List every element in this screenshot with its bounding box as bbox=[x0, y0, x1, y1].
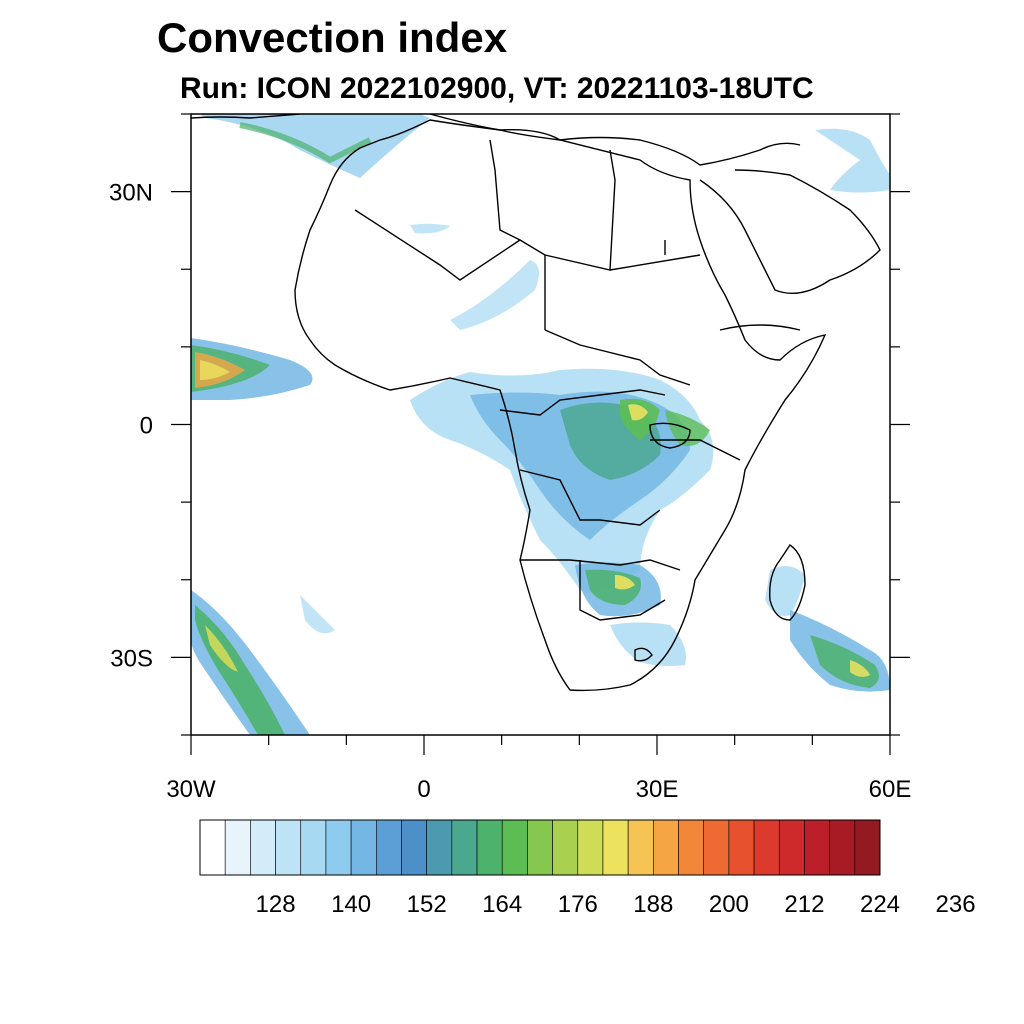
colorbar-label: 188 bbox=[633, 891, 673, 918]
colorbar-swatch bbox=[451, 819, 478, 876]
colorbar-label: 164 bbox=[482, 891, 522, 918]
lon-tick-label: 30W bbox=[166, 776, 216, 803]
colorbar-swatch bbox=[199, 819, 226, 876]
colorbar bbox=[199, 819, 881, 876]
colorbar-swatch bbox=[325, 819, 352, 876]
colorbar-swatch bbox=[804, 819, 830, 876]
lon-tick-label: 60E bbox=[869, 776, 912, 803]
lat-tick-label: 0 bbox=[140, 413, 153, 440]
colorbar-swatch bbox=[501, 819, 528, 876]
colorbar-swatch bbox=[224, 819, 251, 876]
colorbar-swatch bbox=[527, 819, 553, 876]
lat-tick-label: 30N bbox=[109, 180, 153, 207]
colorbar-swatch bbox=[300, 819, 327, 876]
colorbar-labels: 128 140 152 164 176 188 200 212 224 236 bbox=[256, 891, 976, 918]
colorbar-label: 236 bbox=[936, 891, 976, 918]
colorbar-swatch bbox=[829, 819, 856, 876]
colorbar-swatch bbox=[552, 819, 579, 876]
colorbar-label: 200 bbox=[709, 891, 749, 918]
colorbar-label: 176 bbox=[558, 891, 598, 918]
axis-ticks bbox=[171, 113, 910, 755]
colorbar-label: 224 bbox=[860, 891, 900, 918]
colorbar-swatch bbox=[728, 819, 755, 876]
colorbar-swatch bbox=[602, 819, 629, 876]
lon-tick-label: 30E bbox=[636, 776, 679, 803]
colorbar-swatch bbox=[275, 819, 302, 876]
colorbar-swatch bbox=[653, 819, 679, 876]
convection-field bbox=[191, 114, 890, 735]
axis-tick-labels: 30W 0 30E 60E 30N 0 30S bbox=[109, 180, 911, 803]
colorbar-swatch bbox=[703, 819, 730, 876]
country-boundaries bbox=[191, 114, 881, 692]
colorbar-label: 140 bbox=[331, 891, 371, 918]
colorbar-swatch bbox=[854, 819, 881, 876]
colorbar-swatch bbox=[678, 819, 705, 876]
colorbar-swatch bbox=[577, 819, 604, 876]
lon-tick-label: 0 bbox=[417, 776, 430, 803]
colorbar-label: 128 bbox=[256, 891, 296, 918]
colorbar-swatch bbox=[375, 819, 402, 876]
map-title: Convection index bbox=[157, 14, 508, 61]
lat-tick-label: 30S bbox=[110, 645, 153, 672]
colorbar-swatch bbox=[426, 819, 453, 876]
colorbar-swatch bbox=[401, 819, 427, 876]
colorbar-swatch bbox=[250, 819, 276, 876]
colorbar-label: 152 bbox=[407, 891, 447, 918]
colorbar-frame bbox=[199, 819, 881, 876]
colorbar-swatch bbox=[350, 819, 377, 876]
colorbar-swatch bbox=[753, 819, 780, 876]
map-subtitle: Run: ICON 2022102900, VT: 20221103-18UTC bbox=[180, 72, 814, 105]
colorbar-swatch bbox=[627, 819, 654, 876]
colorbar-swatch bbox=[778, 819, 805, 876]
colorbar-label: 212 bbox=[784, 891, 824, 918]
colorbar-swatch bbox=[476, 819, 503, 876]
